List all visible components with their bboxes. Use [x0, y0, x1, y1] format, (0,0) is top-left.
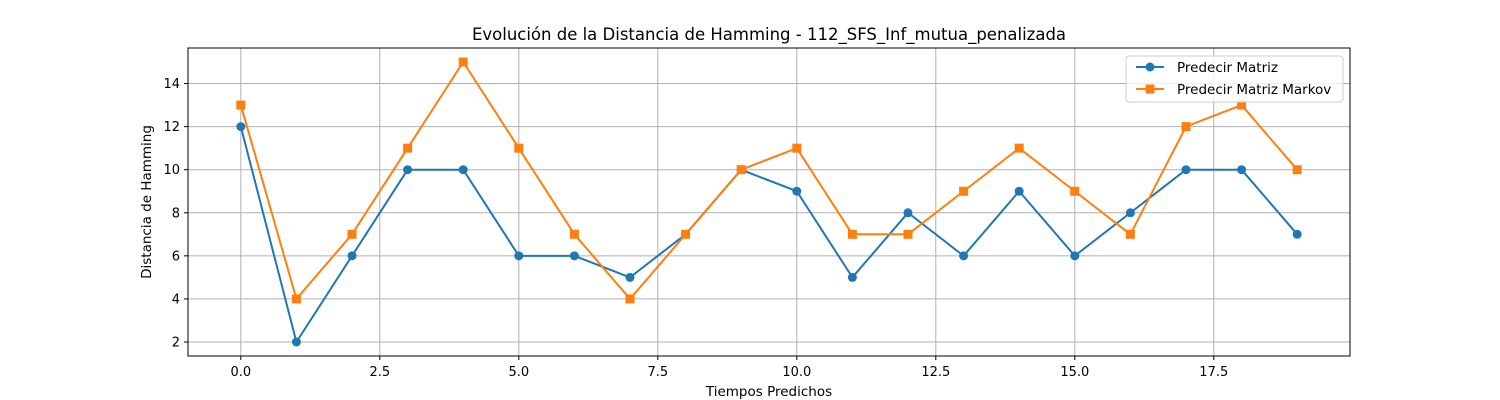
data-point: [959, 251, 969, 261]
x-axis-ticks: 0.0 2.5 5.0 7.5 10.0 12.5 15.0 17.5: [230, 356, 1228, 380]
legend-label: Predecir Matriz: [1177, 60, 1278, 76]
data-point: [1125, 208, 1135, 218]
data-point: [625, 272, 635, 282]
y-axis-label: Distancia de Hamming: [139, 125, 155, 279]
x-tick-label: 2.5: [369, 365, 390, 380]
data-point: [403, 143, 413, 153]
data-point: [514, 251, 524, 261]
y-axis-ticks: 2 4 6 8 10 12 14: [163, 77, 188, 351]
chart-title: Evolución de la Distancia de Hamming - 1…: [472, 25, 1066, 45]
data-point: [1014, 143, 1024, 153]
data-point: [347, 229, 357, 239]
data-point: [1070, 186, 1080, 196]
data-point: [1237, 165, 1247, 175]
data-point: [847, 272, 857, 282]
data-point: [1237, 100, 1247, 110]
data-point: [458, 57, 468, 67]
series-2: [236, 57, 1302, 304]
y-tick-label: 4: [172, 292, 180, 307]
data-point: [903, 208, 913, 218]
data-point: [903, 229, 913, 239]
data-point: [1070, 251, 1080, 261]
data-point: [847, 229, 857, 239]
data-point: [792, 186, 802, 196]
data-point: [236, 100, 246, 110]
x-tick-label: 17.5: [1199, 365, 1228, 380]
data-point: [1181, 122, 1191, 132]
data-point: [403, 165, 413, 175]
data-point: [569, 229, 579, 239]
grid-lines: [188, 48, 1350, 356]
x-axis-label: Tiempos Predichos: [705, 384, 832, 400]
plot-area-frame: [187, 47, 1351, 357]
series-layer: [236, 57, 1302, 347]
x-tick-label: 5.0: [508, 365, 529, 380]
data-point: [792, 143, 802, 153]
y-tick-label: 6: [172, 249, 180, 264]
legend-marker: [1145, 62, 1155, 72]
data-point: [1014, 186, 1024, 196]
legend-item: Predecir Matriz Markov: [1136, 82, 1331, 98]
x-tick-label: 7.5: [647, 365, 668, 380]
data-point: [458, 165, 468, 175]
y-tick-label: 10: [163, 163, 180, 178]
data-point: [1181, 165, 1191, 175]
data-point: [236, 122, 246, 132]
data-point: [291, 294, 301, 304]
data-point: [1292, 229, 1302, 239]
data-point: [959, 186, 969, 196]
x-tick-label: 10.0: [782, 365, 811, 380]
series-line: [239, 61, 1298, 300]
data-point: [569, 251, 579, 261]
y-tick-label: 12: [163, 120, 180, 135]
legend-marker: [1145, 84, 1155, 94]
legend-label: Predecir Matriz Markov: [1177, 82, 1331, 98]
x-tick-label: 0.0: [230, 365, 251, 380]
x-tick-label: 15.0: [1060, 365, 1089, 380]
legend-box: [1125, 55, 1344, 103]
y-tick-label: 14: [163, 77, 180, 92]
y-tick-label: 2: [172, 336, 180, 351]
data-point: [291, 337, 301, 347]
y-tick-label: 8: [172, 206, 180, 221]
series-1: [236, 122, 1302, 347]
data-point: [347, 251, 357, 261]
data-point: [736, 165, 746, 175]
data-point: [681, 229, 691, 239]
legend: Predecir Matriz Predecir Matriz Markov: [1125, 55, 1344, 103]
data-point: [625, 294, 635, 304]
series-line: [239, 126, 1298, 343]
data-point: [1292, 165, 1302, 175]
x-tick-label: 12.5: [921, 365, 950, 380]
data-point: [514, 143, 524, 153]
data-point: [1125, 229, 1135, 239]
legend-item: Predecir Matriz: [1136, 60, 1278, 76]
